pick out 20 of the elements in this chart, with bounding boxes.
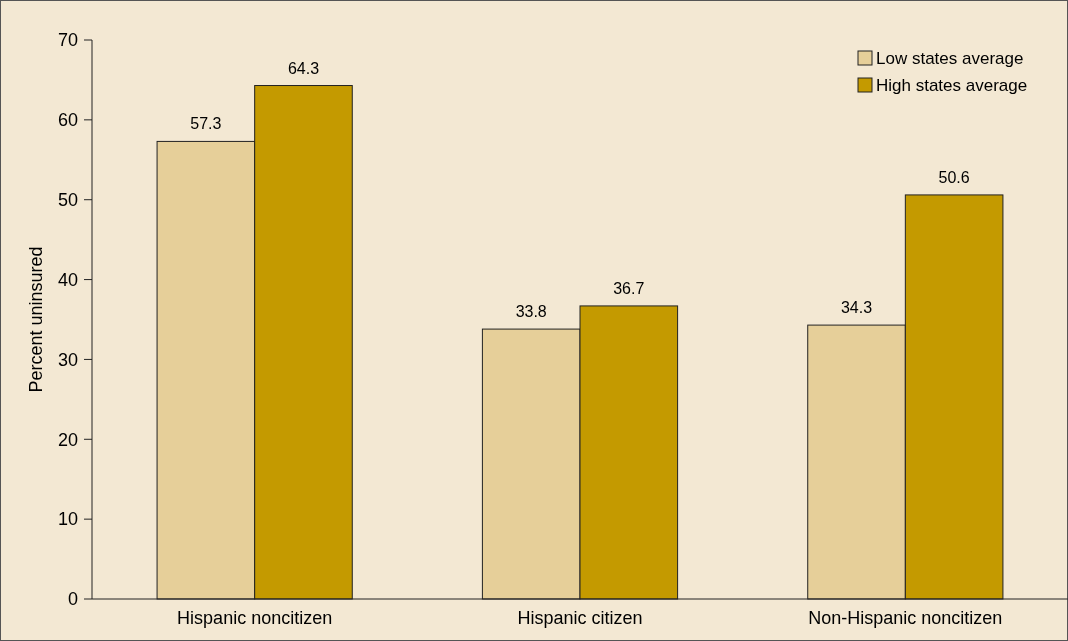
legend-label: Low states average	[876, 48, 1024, 68]
x-tick-label: Hispanic noncitizen	[177, 608, 333, 628]
data-label: 64.3	[287, 59, 320, 77]
y-tick-label: 10	[57, 509, 78, 530]
x-tick-label: Non-Hispanic noncitizen	[808, 608, 1003, 628]
legend-label: High states average	[876, 75, 1028, 95]
y-tick-label: 50	[57, 190, 78, 211]
data-label: 50.6	[938, 168, 970, 186]
data-label: 33.8	[515, 303, 547, 321]
y-tick-label: 70	[57, 30, 78, 51]
y-tick-label: 60	[57, 110, 78, 131]
data-label: 57.3	[190, 115, 222, 133]
y-tick-label: 30	[57, 349, 78, 370]
y-tick-label: 40	[57, 269, 78, 290]
x-tick-label: Hispanic citizen	[517, 608, 643, 628]
data-label: 34.3	[840, 299, 873, 317]
y-tick-label: 0	[67, 589, 78, 610]
y-tick-label: 20	[57, 429, 78, 450]
y-axis-title: Percent uninsured	[26, 246, 46, 393]
data-label: 36.7	[613, 279, 645, 297]
